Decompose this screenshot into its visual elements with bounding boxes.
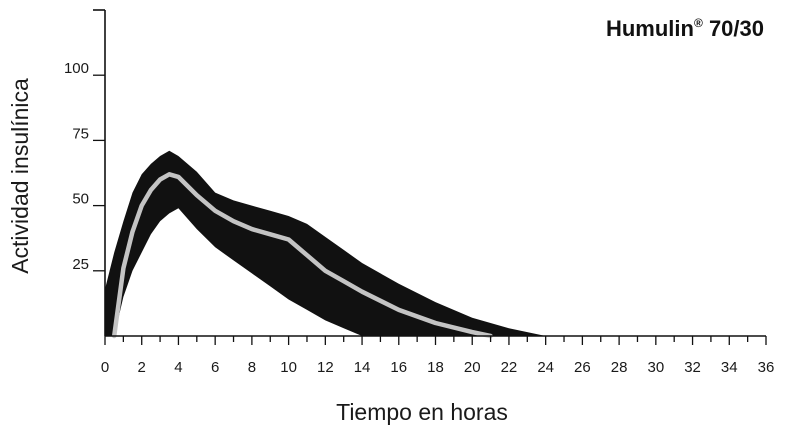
y-tick-label: 75 (72, 125, 89, 142)
x-tick-label: 8 (248, 359, 256, 376)
x-tick-label: 2 (138, 359, 146, 376)
y-tick-label: 100 (64, 60, 89, 77)
chart-title: Humulin® 70/30 (606, 16, 764, 41)
x-tick-label: 16 (390, 359, 407, 376)
x-tick-label: 20 (464, 359, 481, 376)
x-tick-label: 0 (101, 359, 109, 376)
x-tick-label: 24 (537, 359, 554, 376)
x-tick-label: 4 (174, 359, 182, 376)
mean-activity-line (111, 172, 493, 339)
y-tick-label: 25 (72, 256, 89, 273)
x-axis-title: Tiempo en horas (336, 399, 508, 425)
x-tick-label: 6 (211, 359, 219, 376)
x-tick-label: 10 (280, 359, 297, 376)
x-tick-label: 30 (647, 359, 664, 376)
x-tick-label: 28 (611, 359, 628, 376)
x-tick-label: 34 (721, 359, 738, 376)
x-tick-label: 26 (574, 359, 591, 376)
activity-range-band (105, 150, 546, 336)
x-tick-label: 22 (501, 359, 518, 376)
y-tick-label: 50 (72, 191, 89, 208)
x-tick-label: 18 (427, 359, 444, 376)
x-tick-label: 36 (758, 359, 775, 376)
x-tick-label: 32 (684, 359, 701, 376)
x-tick-label: 14 (354, 359, 371, 376)
x-tick-label: 12 (317, 359, 334, 376)
y-axis-title: Actividad insulínica (7, 78, 33, 274)
